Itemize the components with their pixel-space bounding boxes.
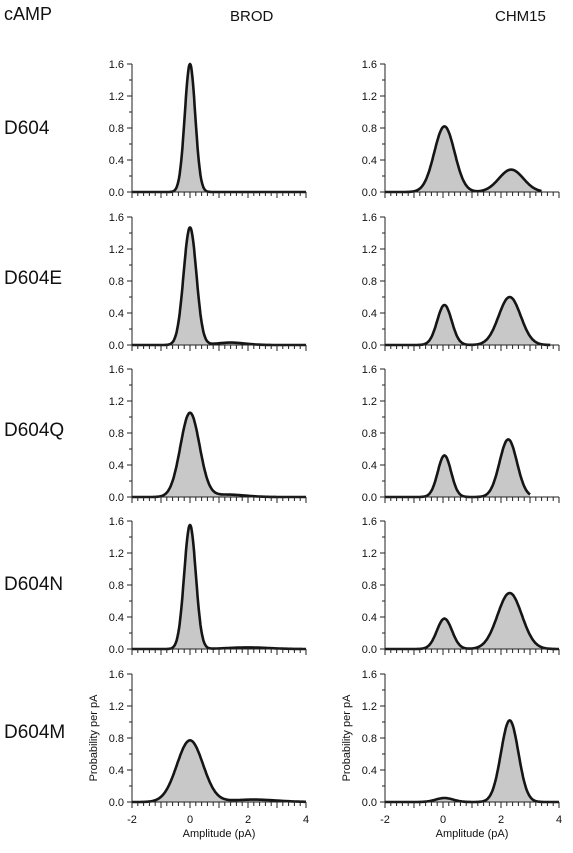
y-tick-label: 0.4 <box>362 308 377 320</box>
y-tick-label: 0.8 <box>362 123 377 135</box>
y-axis-label: Probability per pA <box>341 694 353 781</box>
y-tick-label: 0.4 <box>109 765 124 777</box>
histogram-area <box>385 297 551 345</box>
y-tick-label: 1.2 <box>362 244 377 256</box>
y-tick-label: 0.8 <box>109 276 124 288</box>
panel-d604n-chm15 <box>380 520 560 655</box>
y-tick-label: 1.2 <box>109 244 124 256</box>
panel-d604m-chm15 <box>380 673 560 808</box>
x-tick-label: 2 <box>245 814 251 826</box>
y-tick-label: 0.0 <box>362 644 377 656</box>
y-tick-label: 0.4 <box>362 612 377 624</box>
panel-d604q-brod <box>127 368 307 503</box>
y-tick-label: 0.0 <box>362 492 377 504</box>
y-tick-label: 1.2 <box>109 701 124 713</box>
histogram-area <box>132 412 306 497</box>
y-tick-label: 0.8 <box>109 123 124 135</box>
histogram-area <box>385 720 559 802</box>
panel-d604q-chm15 <box>380 368 560 503</box>
y-tick-label: 1.2 <box>362 91 377 103</box>
panel-d604-brod <box>127 62 307 198</box>
fit-curve <box>384 591 560 651</box>
y-tick-label: 1.6 <box>362 516 377 528</box>
fit-curve <box>131 739 307 804</box>
histogram-area <box>132 740 306 802</box>
y-tick-label: 1.6 <box>362 59 377 71</box>
y-tick-label: 0.0 <box>109 187 124 199</box>
fit-curve <box>384 719 560 804</box>
x-tick-label: 0 <box>440 814 446 826</box>
fit-curve <box>131 523 307 651</box>
y-tick-label: 1.6 <box>362 212 377 224</box>
fit-curve <box>131 62 307 194</box>
y-tick-label: 1.2 <box>362 701 377 713</box>
panel-d604e-chm15 <box>380 216 560 351</box>
y-tick-label: 0.8 <box>109 580 124 592</box>
histogram-area <box>132 525 306 649</box>
y-axis-label: Probability per pA <box>88 694 100 781</box>
y-tick-label: 1.6 <box>109 516 124 528</box>
panel-d604n-brod <box>127 520 307 655</box>
y-tick-label: 1.6 <box>109 364 124 376</box>
y-tick-label: 0.8 <box>362 428 377 440</box>
x-tick-label: 2 <box>498 814 504 826</box>
y-tick-label: 0.0 <box>109 492 124 504</box>
y-tick-label: 0.4 <box>362 765 377 777</box>
y-tick-label: 0.0 <box>109 340 124 352</box>
y-tick-label: 1.2 <box>109 396 124 408</box>
y-tick-label: 0.4 <box>362 155 377 167</box>
column-title-left: BROD <box>230 8 274 25</box>
histogram-area <box>132 64 306 192</box>
y-tick-label: 1.2 <box>362 396 377 408</box>
y-tick-label: 0.8 <box>109 733 124 745</box>
x-axis-label: Amplitude (pA) <box>436 828 509 840</box>
y-tick-label: 1.2 <box>109 548 124 560</box>
y-tick-label: 0.0 <box>109 797 124 809</box>
y-tick-label: 1.2 <box>109 91 124 103</box>
y-tick-label: 1.6 <box>109 669 124 681</box>
y-tick-label: 1.6 <box>109 212 124 224</box>
y-tick-label: 1.6 <box>362 364 377 376</box>
panel-d604e-brod <box>127 216 307 351</box>
figure-label: cAMP <box>4 4 53 24</box>
y-tick-label: 0.8 <box>362 580 377 592</box>
y-tick-label: 0.0 <box>362 797 377 809</box>
column-title-right: CHM15 <box>495 8 546 25</box>
x-tick-label: 4 <box>303 814 309 826</box>
y-tick-label: 0.4 <box>362 460 377 472</box>
y-tick-label: 0.0 <box>362 340 377 352</box>
row-label-d604: D604 <box>4 118 50 139</box>
row-label-d604m: D604M <box>4 722 66 743</box>
panel-d604m-brod <box>127 673 307 808</box>
panel-d604-chm15 <box>380 63 560 198</box>
histogram-area <box>132 227 306 345</box>
fit-curve <box>131 226 307 347</box>
x-tick-label: 4 <box>556 814 562 826</box>
row-label-d604e: D604E <box>4 268 63 289</box>
row-label-d604q: D604Q <box>4 420 65 441</box>
y-tick-label: 0.0 <box>362 187 377 199</box>
x-tick-label: 0 <box>187 814 193 826</box>
x-tick-label: -2 <box>127 814 137 826</box>
y-tick-label: 0.0 <box>109 644 124 656</box>
y-tick-label: 0.8 <box>362 733 377 745</box>
y-tick-label: 1.6 <box>109 59 124 71</box>
fit-curve <box>131 411 307 499</box>
y-tick-label: 0.4 <box>109 612 124 624</box>
y-tick-label: 1.2 <box>362 548 377 560</box>
y-tick-label: 1.6 <box>362 669 377 681</box>
y-tick-label: 0.4 <box>109 155 124 167</box>
x-axis-label: Amplitude (pA) <box>183 828 256 840</box>
y-tick-label: 0.8 <box>109 428 124 440</box>
y-tick-label: 0.4 <box>109 308 124 320</box>
y-tick-label: 0.8 <box>362 276 377 288</box>
row-label-d604n: D604N <box>4 574 64 595</box>
histogram-area <box>385 593 559 649</box>
x-tick-label: -2 <box>380 814 390 826</box>
y-tick-label: 0.4 <box>109 460 124 472</box>
